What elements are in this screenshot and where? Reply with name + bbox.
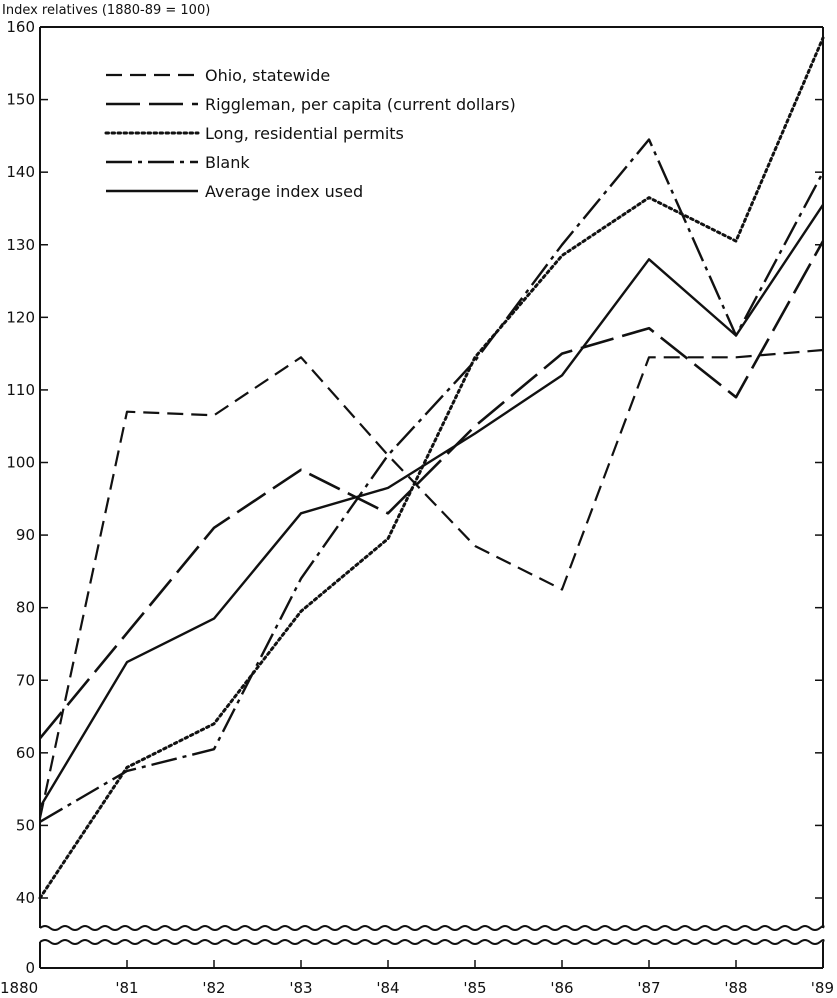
y-tick-label: 50 <box>16 816 35 834</box>
x-tick-label: '85 <box>463 979 486 997</box>
y-tick-label: 160 <box>6 18 35 36</box>
x-tick-label: '81 <box>115 979 138 997</box>
y-tick-label: 120 <box>6 308 35 326</box>
x-tick-label: '89 <box>811 979 834 997</box>
x-tick-label: '86 <box>550 979 573 997</box>
axis-break-line-lower <box>39 939 825 945</box>
legend: Ohio, statewide Riggleman, per capita (cu… <box>104 66 516 201</box>
x-tick-label: '83 <box>289 979 312 997</box>
y-tick-label: 150 <box>6 91 35 109</box>
series-layer <box>38 36 825 900</box>
series-line-blank <box>39 138 825 823</box>
y-tick-label: 110 <box>6 381 35 399</box>
legend-label: Riggleman, per capita (current dollars) <box>205 95 516 114</box>
x-tick-label: '82 <box>202 979 225 997</box>
series-line-ohio-statewide <box>38 348 824 819</box>
axis-break <box>39 925 825 945</box>
axis-break-line-upper <box>39 925 825 931</box>
y-tick-label: 80 <box>16 599 35 617</box>
y-tick-label: 70 <box>16 671 35 689</box>
y-tick-label: 40 <box>16 889 35 907</box>
legend-label: Blank <box>205 153 250 172</box>
y-axis-title: Index relatives (1880-89 = 100) <box>2 3 211 18</box>
legend-label: Average index used <box>205 182 363 201</box>
x-tick-label: '87 <box>637 979 660 997</box>
series-line-riggleman-per-capita-current-dollars <box>38 240 825 740</box>
x-tick-label: '84 <box>376 979 399 997</box>
x-tick-label: 1880 <box>0 979 38 997</box>
series-line-long-residential-permits <box>38 36 825 900</box>
ticks-layer: 0 40 50 60 70 80 90 100 110 120 130 140 150 160 1880 '8… <box>0 18 834 997</box>
series-line-average-index-used <box>38 204 824 808</box>
y-tick-label: 0 <box>25 959 35 977</box>
y-tick-label: 60 <box>16 744 35 762</box>
y-tick-label: 130 <box>6 236 35 254</box>
x-tick-label: '88 <box>724 979 747 997</box>
y-tick-label: 90 <box>16 526 35 544</box>
legend-label: Ohio, statewide <box>205 66 330 85</box>
legend-label: Long, residential permits <box>205 124 404 143</box>
y-tick-label: 140 <box>6 163 35 181</box>
y-tick-label: 100 <box>6 454 35 472</box>
plot-frame <box>39 26 824 969</box>
